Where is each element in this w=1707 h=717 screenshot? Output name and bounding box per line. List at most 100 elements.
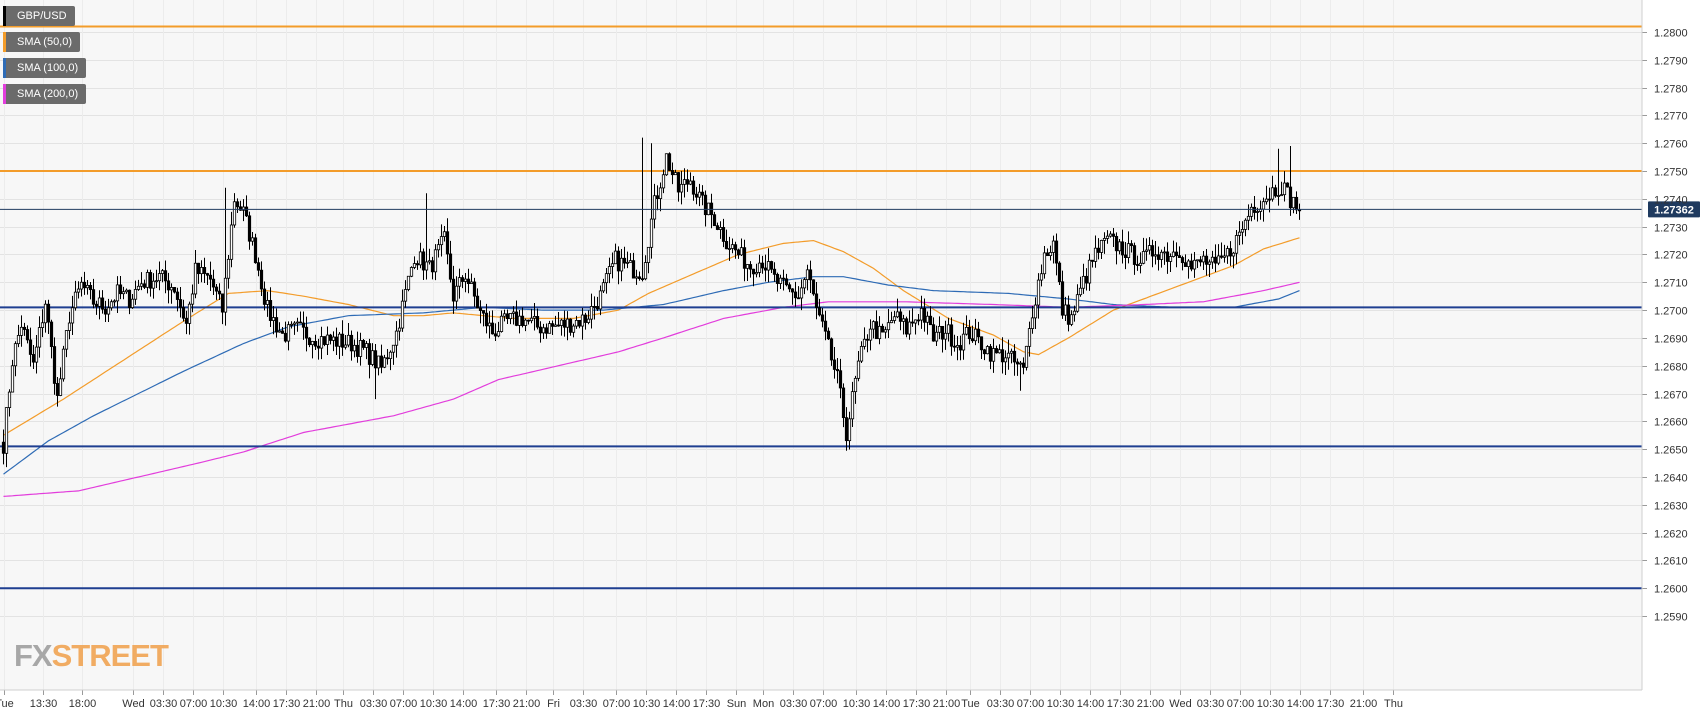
candle-body	[310, 341, 315, 346]
candle-body	[511, 311, 516, 314]
candle-body	[1222, 255, 1227, 258]
candle-body	[1141, 251, 1146, 264]
candle-body	[487, 322, 492, 327]
candle-body	[802, 279, 807, 289]
candle-body	[1171, 251, 1176, 257]
legend-gbpusd[interactable]: GBP/USD	[3, 6, 75, 26]
candle-body	[205, 273, 210, 276]
candle-body	[859, 346, 864, 362]
candle-body	[433, 249, 438, 273]
candle-body	[67, 322, 72, 331]
candle-body	[1, 441, 6, 454]
candle-body	[412, 263, 417, 268]
candle-body	[442, 231, 447, 237]
candle-body	[805, 269, 810, 281]
candle-body	[1072, 310, 1077, 316]
candle-body	[166, 280, 171, 291]
candle-body	[250, 237, 255, 242]
candle-body	[853, 377, 858, 393]
legend-sma-100[interactable]: SMA (100,0)	[3, 58, 87, 78]
candle-body	[331, 336, 336, 341]
x-tick-label: 17:30	[1107, 698, 1135, 710]
candle-body	[808, 269, 813, 281]
candle-body	[292, 322, 297, 325]
candle-body	[28, 339, 33, 355]
candle-body	[313, 341, 318, 347]
candle-body	[262, 288, 267, 305]
candle-body	[289, 323, 294, 326]
candle-body	[370, 350, 375, 365]
candle-body	[1279, 194, 1284, 197]
candle-body	[787, 284, 792, 290]
candle-body	[457, 277, 462, 287]
candle-body	[733, 244, 738, 251]
candle-body	[409, 267, 414, 277]
candle-body	[721, 227, 726, 242]
candle-body	[784, 278, 789, 286]
x-tick-label: 14:00	[450, 698, 478, 710]
x-tick-label: 17:30	[693, 698, 721, 710]
candle-body	[691, 180, 696, 195]
candle-body	[556, 324, 561, 327]
candle-body	[130, 298, 135, 308]
candle-body	[319, 336, 324, 349]
candle-body	[1276, 195, 1281, 197]
candle-body	[793, 291, 798, 299]
candle-body	[946, 324, 951, 334]
y-tick-label: 1.2640	[1654, 473, 1688, 485]
candle-body	[1000, 349, 1005, 363]
x-tick-label: 07:00	[180, 698, 208, 710]
candle-body	[301, 322, 306, 328]
candle-body	[1090, 259, 1095, 262]
candle-body	[295, 321, 300, 324]
candle-body	[1261, 201, 1266, 210]
candle-body	[955, 345, 960, 348]
candle-body	[328, 334, 333, 341]
candle-body	[1192, 259, 1197, 270]
candle-body	[625, 261, 630, 264]
candle-body	[1105, 235, 1110, 239]
x-tick-label: Tue	[0, 698, 14, 710]
candle-body	[202, 267, 207, 274]
y-tick-label: 1.2750	[1654, 167, 1688, 179]
candle-body	[1018, 362, 1023, 365]
candle-body	[1003, 357, 1008, 363]
candle-body	[382, 357, 387, 368]
y-tick-label: 1.2610	[1654, 556, 1688, 568]
candle-body	[1198, 259, 1203, 263]
candle-body	[655, 195, 660, 199]
candle-body	[709, 202, 714, 216]
candle-body	[160, 270, 165, 274]
x-tick-label: 10:30	[210, 698, 238, 710]
candle-body	[1156, 254, 1161, 260]
candle-body	[124, 289, 129, 293]
x-tick-label: 17:30	[1317, 698, 1345, 710]
candle-body	[373, 350, 378, 369]
candle-body	[1066, 304, 1071, 325]
candle-body	[1075, 294, 1080, 312]
candle-body	[877, 325, 882, 340]
candle-body	[1087, 259, 1092, 284]
candle-body	[232, 201, 237, 226]
candle-body	[703, 194, 708, 216]
x-tick-label: 18:00	[69, 698, 97, 710]
candle-body	[640, 278, 645, 281]
candle-body	[211, 278, 216, 288]
candle-body	[817, 307, 822, 316]
candle-body	[592, 306, 597, 308]
candle-body	[61, 348, 66, 380]
legend-sma-200[interactable]: SMA (200,0)	[3, 84, 87, 104]
y-tick-label: 1.2760	[1654, 139, 1688, 151]
candle-body	[187, 303, 192, 324]
candle-body	[265, 300, 270, 305]
candle-body	[463, 278, 468, 282]
candle-body	[847, 418, 852, 442]
legend-sma-50[interactable]: SMA (50,0)	[3, 32, 81, 52]
candle-body	[583, 314, 588, 323]
candle-body	[94, 303, 99, 307]
candle-body	[1102, 237, 1107, 241]
candle-body	[727, 248, 732, 250]
candle-body	[1084, 275, 1089, 284]
candle-body	[181, 307, 186, 319]
